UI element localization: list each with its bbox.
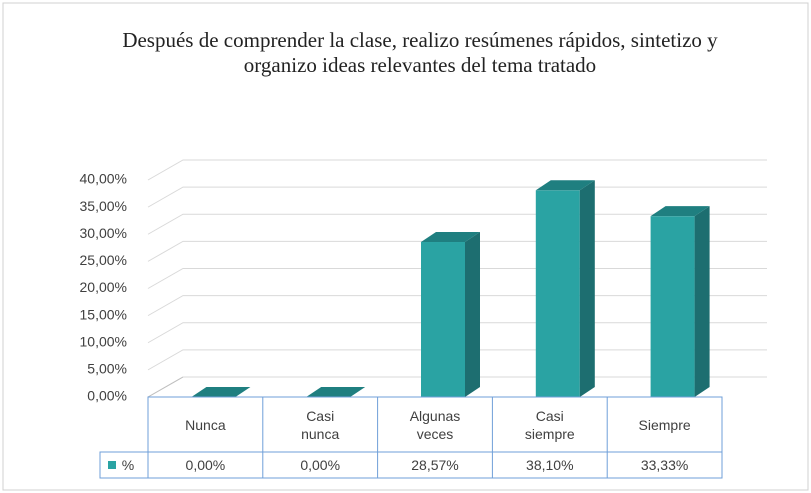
bar-top <box>650 206 710 217</box>
y-tick-label: 30,00% <box>80 225 127 241</box>
bar-top <box>306 387 366 397</box>
y-tick-label: 35,00% <box>80 198 127 214</box>
table-category: Casi nunca <box>301 407 340 442</box>
bar-front <box>421 242 465 397</box>
bar-side <box>465 232 480 397</box>
bar-front <box>650 216 695 397</box>
table-value: 28,57% <box>411 457 459 473</box>
table-category: Siempre <box>638 416 691 433</box>
bar-front <box>535 190 580 397</box>
y-tick-label: 10,00% <box>80 333 127 349</box>
table-category: Casi siempre <box>524 407 575 442</box>
bar-top <box>191 387 251 397</box>
legend-label: % <box>121 457 135 473</box>
y-tick-label: 0,00% <box>87 388 127 404</box>
table-value: 0,00% <box>185 457 226 473</box>
bar-side <box>694 206 710 397</box>
y-tick-label: 25,00% <box>80 252 127 268</box>
table-border <box>147 396 723 479</box>
table-value: 0,00% <box>300 457 341 473</box>
legend-swatch <box>108 461 116 469</box>
table-category: Algunas veces <box>409 407 461 442</box>
bar-top <box>535 180 595 191</box>
bar-side <box>579 180 595 397</box>
table-value: 33,33% <box>640 457 689 473</box>
bar <box>421 232 480 397</box>
axis-line <box>147 376 184 398</box>
bar-top <box>421 232 480 243</box>
y-tick-label: 20,00% <box>80 279 127 295</box>
bar <box>306 387 366 397</box>
grid-line <box>147 159 767 181</box>
bar <box>191 387 251 397</box>
bar <box>535 180 595 397</box>
table-value: 38,10% <box>526 457 574 473</box>
y-tick-label: 5,00% <box>87 361 127 377</box>
y-tick-label: 40,00% <box>80 171 127 187</box>
table-category: Nunca <box>185 416 226 433</box>
y-tick-label: 15,00% <box>80 306 127 322</box>
chart-title: Después de comprender la clase, realizo … <box>122 28 718 77</box>
bar <box>650 206 710 397</box>
table-legend-border <box>99 451 149 479</box>
